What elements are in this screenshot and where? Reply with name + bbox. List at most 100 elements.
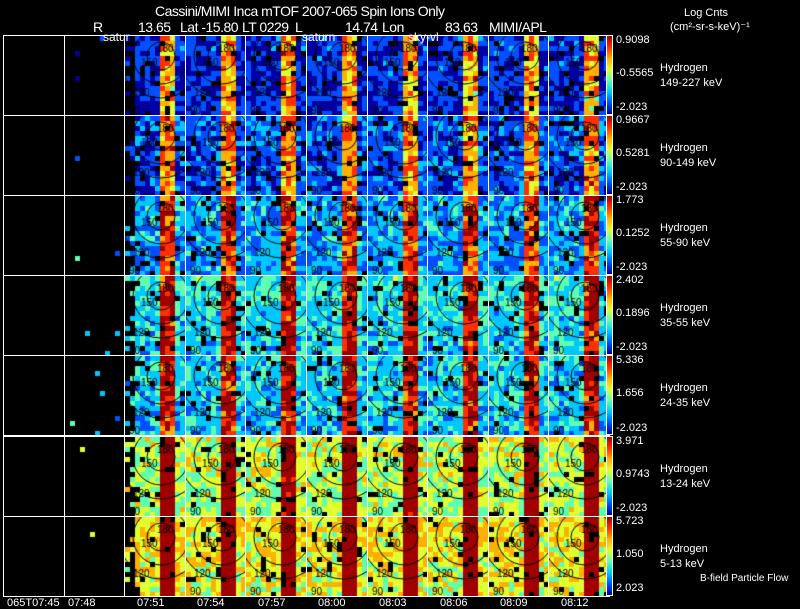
image-cell [3, 275, 65, 356]
image-cell [185, 275, 247, 356]
energy-label: 149-227 keV [660, 77, 723, 89]
colorbar-min-value: -2.023 [616, 101, 648, 113]
sky-map [246, 196, 306, 275]
sky-map [186, 356, 246, 435]
image-cell [488, 195, 550, 276]
image-cell [367, 436, 429, 517]
energy-label: 13-24 keV [660, 478, 711, 490]
sky-map [368, 356, 428, 435]
colorbar-min-value: -2.023 [616, 502, 648, 514]
image-cell [245, 355, 307, 436]
colorbar-min-value: -2.023 [616, 341, 648, 353]
row-label: Hydrogen 5-13 keV [660, 542, 708, 572]
image-cell [427, 355, 489, 436]
sky-map [186, 196, 246, 275]
image-cell [488, 35, 550, 116]
sky-map [186, 517, 246, 596]
image-cell [185, 436, 247, 517]
colorbar [606, 35, 613, 115]
lt-value: LT 0229 [242, 19, 289, 35]
image-cell [367, 516, 429, 597]
image-cell [427, 516, 489, 597]
energy-label: 90-149 keV [660, 157, 717, 169]
image-cell [306, 355, 368, 436]
image-cell [488, 516, 550, 597]
colorbar [606, 195, 613, 275]
image-cell [3, 436, 65, 517]
units-label: Log Cnts [684, 7, 729, 19]
image-cell [548, 195, 610, 276]
species-label: Hydrogen [660, 382, 708, 394]
sky-map [4, 437, 64, 516]
species-label: Hydrogen [660, 543, 708, 555]
sky-map [549, 517, 609, 596]
sky-map [4, 517, 64, 596]
sky-map [489, 276, 549, 355]
sky-label: sky-vl [408, 30, 439, 44]
sky-map [307, 36, 367, 115]
sky-map [368, 36, 428, 115]
image-cell [64, 516, 126, 597]
time-tick-label: 065T07:45 [7, 597, 60, 609]
sky-map [549, 36, 609, 115]
sky-map [489, 356, 549, 435]
sky-map [65, 437, 125, 516]
r-label: R [93, 19, 103, 35]
time-tick-label: 08:09 [500, 597, 528, 609]
colorbar-max-value: 2.402 [616, 274, 644, 286]
colorbar-mid-value: 0.5281 [616, 147, 650, 159]
sky-map [186, 437, 246, 516]
image-cell [3, 115, 65, 196]
energy-label: 55-90 keV [660, 237, 711, 249]
image-cell [427, 275, 489, 356]
image-cell [306, 115, 368, 196]
row-label: Hydrogen 24-35 keV [660, 381, 710, 411]
sky-map [368, 116, 428, 195]
sky-map [125, 36, 185, 115]
sky-map [65, 517, 125, 596]
time-tick-label: 08:06 [440, 597, 468, 609]
image-cell [185, 195, 247, 276]
sky-map [65, 116, 125, 195]
sky-map [489, 517, 549, 596]
image-cell [306, 275, 368, 356]
species-label: Hydrogen [660, 142, 708, 154]
image-cell [245, 195, 307, 276]
sky-map [549, 196, 609, 275]
image-cell [64, 436, 126, 517]
colorbar-mid-value: -0.5565 [616, 67, 654, 79]
colorbar [606, 516, 613, 596]
l-value: 14.74 [345, 19, 378, 35]
image-cell [367, 355, 429, 436]
sky-map [4, 116, 64, 195]
image-cell [3, 195, 65, 276]
image-cell [367, 195, 429, 276]
sky-map [307, 437, 367, 516]
time-tick-label: 08:12 [561, 597, 589, 609]
sky-map [125, 116, 185, 195]
image-cell [124, 436, 186, 517]
image-cell [427, 115, 489, 196]
image-cell [3, 355, 65, 436]
r-value: 13.65 [138, 19, 171, 35]
energy-label: 5-13 keV [660, 558, 705, 570]
image-cell [124, 115, 186, 196]
row-label: Hydrogen 149-227 keV [660, 61, 722, 91]
image-cell [124, 275, 186, 356]
colorbar-min-value: -2.023 [616, 422, 648, 434]
colorbar-min-value: -2.023 [616, 261, 648, 273]
sky-map [368, 437, 428, 516]
saturn-label: satur [103, 30, 130, 44]
plot-title: Cassini/MIMI Inca mTOF 2007-065 Spin Ion… [155, 3, 445, 19]
image-cell [124, 195, 186, 276]
image-cell [548, 355, 610, 436]
sky-map [246, 36, 306, 115]
image-cell [245, 115, 307, 196]
image-cell [367, 115, 429, 196]
units-formula: (cm²-sr-s-keV)⁻¹ [670, 21, 750, 33]
image-cell [245, 516, 307, 597]
sky-map [428, 116, 488, 195]
saturn-label: saturn [302, 30, 336, 44]
image-cell [548, 115, 610, 196]
image-cell [488, 355, 550, 436]
